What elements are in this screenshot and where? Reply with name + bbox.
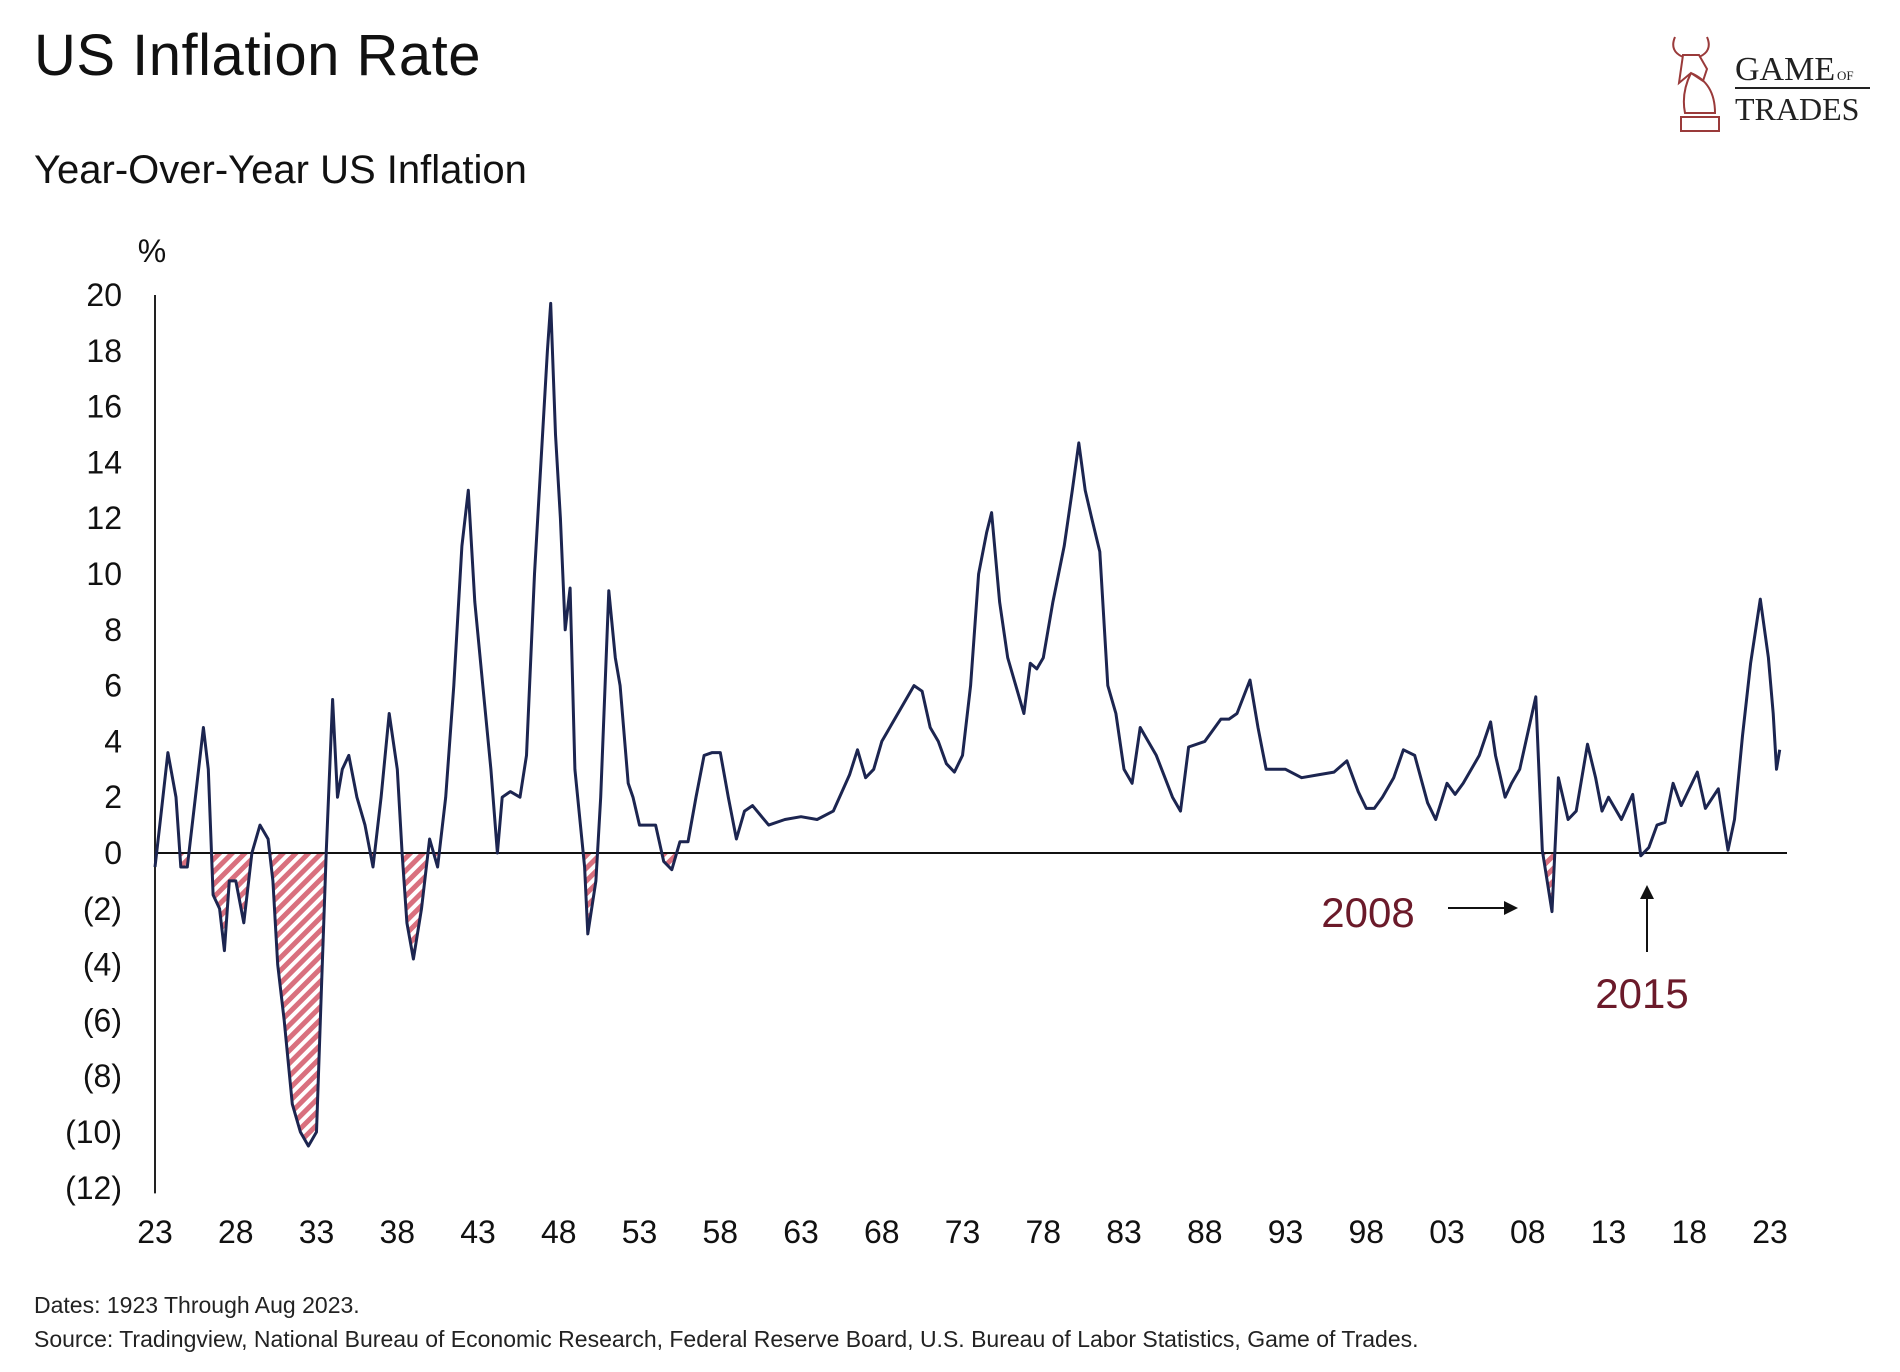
- inflation-line: [153, 301, 1782, 1148]
- deflation-shading: [155, 853, 1780, 1146]
- x-tick-label: 83: [1106, 1214, 1142, 1250]
- x-tick-label: 23: [1752, 1214, 1788, 1250]
- y-tick-label: 18: [86, 333, 122, 369]
- x-tick-label: 53: [622, 1214, 658, 1250]
- y-axis-unit-label: %: [138, 233, 166, 269]
- x-tick-label: 33: [299, 1214, 335, 1250]
- arrowhead-right-icon: [1504, 901, 1518, 915]
- x-tick-label: 58: [702, 1214, 738, 1250]
- x-tick-label: 73: [945, 1214, 981, 1250]
- x-tick-label: 03: [1429, 1214, 1465, 1250]
- y-tick-label: 20: [86, 277, 122, 313]
- x-tick-label: 13: [1591, 1214, 1627, 1250]
- y-tick-label: 8: [104, 612, 122, 648]
- y-tick-label: 12: [86, 500, 122, 536]
- x-tick-label: 78: [1025, 1214, 1061, 1250]
- y-tick-label: 14: [86, 444, 122, 480]
- x-tick-label: 68: [864, 1214, 900, 1250]
- logo-text-of: OF: [1837, 68, 1854, 83]
- y-tick-label: 4: [104, 723, 122, 759]
- y-tick-label: 2: [104, 779, 122, 815]
- y-tick-label: (10): [65, 1114, 122, 1150]
- x-tick-label: 43: [460, 1214, 496, 1250]
- logo-text-game: GAME: [1735, 51, 1835, 88]
- y-tick-label: (2): [83, 891, 122, 927]
- y-tick-label: (8): [83, 1058, 122, 1094]
- x-tick-label: 93: [1268, 1214, 1304, 1250]
- game-of-trades-logo: GAME OF TRADES: [1672, 36, 1870, 132]
- y-tick-label: (4): [83, 947, 122, 983]
- x-tick-label: 98: [1348, 1214, 1384, 1250]
- y-tick-label: (6): [83, 1002, 122, 1038]
- logo-text-trades: TRADES: [1735, 91, 1859, 127]
- annotation-2015: 2015: [1595, 970, 1688, 1017]
- dates-note: Dates: 1923 Through Aug 2023.: [34, 1292, 360, 1318]
- x-tick-label: 18: [1671, 1214, 1707, 1250]
- x-tick-label: 48: [541, 1214, 577, 1250]
- annotation-2008: 2008: [1321, 889, 1414, 936]
- x-tick-label: 38: [379, 1214, 415, 1250]
- x-tick-label: 88: [1187, 1214, 1223, 1250]
- x-tick-label: 23: [137, 1214, 173, 1250]
- arrowhead-up-icon: [1640, 885, 1654, 899]
- y-tick-label: (12): [65, 1170, 122, 1206]
- x-tick-label: 63: [783, 1214, 819, 1250]
- y-tick-label: 6: [104, 668, 122, 704]
- y-tick-label: 10: [86, 556, 122, 592]
- x-tick-label: 08: [1510, 1214, 1546, 1250]
- y-tick-label: 16: [86, 389, 122, 425]
- page-title: US Inflation Rate: [34, 23, 481, 88]
- y-tick-label: 0: [104, 835, 122, 871]
- chart-subtitle: Year-Over-Year US Inflation: [34, 148, 527, 192]
- x-tick-label: 28: [218, 1214, 254, 1250]
- source-note: Source: Tradingview, National Bureau of …: [34, 1326, 1419, 1352]
